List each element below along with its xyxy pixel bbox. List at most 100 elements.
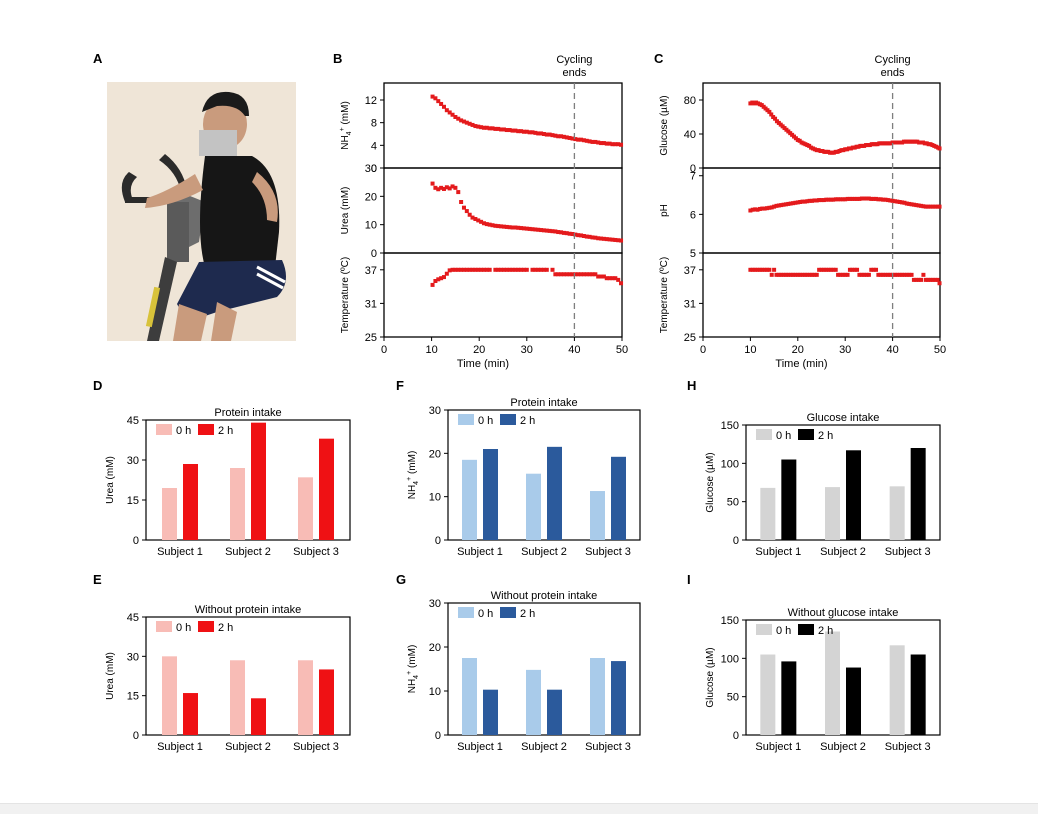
- data-point: [496, 126, 501, 131]
- data-point: [464, 120, 469, 125]
- data-point: [476, 218, 481, 223]
- bar: [547, 446, 562, 540]
- data-point: [619, 281, 624, 286]
- x-category-label: Subject 1: [755, 546, 801, 558]
- data-point: [516, 225, 521, 230]
- data-point: [909, 202, 914, 207]
- data-point: [541, 267, 546, 272]
- data-point: [561, 272, 566, 277]
- data-point: [453, 185, 458, 190]
- data-point: [847, 196, 852, 201]
- data-point: [864, 272, 869, 277]
- data-point: [772, 204, 777, 209]
- data-point: [855, 196, 860, 201]
- data-point: [550, 229, 555, 234]
- data-point: [802, 199, 807, 204]
- bar: [319, 438, 334, 540]
- data-point: [513, 225, 518, 230]
- data-point: [791, 272, 796, 277]
- data-point: [541, 132, 546, 136]
- y-tick-label: 7: [690, 171, 696, 183]
- data-point: [760, 206, 765, 211]
- y-tick-label: 100: [721, 653, 739, 665]
- data-point: [587, 139, 592, 144]
- data-point: [831, 267, 836, 272]
- data-point: [869, 196, 874, 201]
- legend-swatch: [198, 424, 214, 435]
- data-point: [774, 203, 779, 208]
- y-tick-label: 20: [365, 191, 377, 203]
- data-point: [781, 272, 786, 277]
- data-point: [524, 129, 529, 134]
- y-tick-label: 40: [684, 129, 696, 141]
- bar: [162, 488, 177, 540]
- data-point: [501, 224, 506, 229]
- data-point: [607, 237, 612, 242]
- data-point: [914, 203, 919, 208]
- bar: [846, 667, 861, 735]
- data-point: [769, 112, 774, 117]
- data-point: [504, 128, 509, 133]
- data-point: [527, 226, 532, 231]
- data-point: [831, 197, 836, 202]
- data-point: [800, 199, 805, 204]
- data-point: [826, 197, 831, 202]
- data-point: [755, 207, 760, 212]
- data-point: [581, 138, 586, 143]
- data-point: [596, 274, 601, 279]
- data-point: [836, 272, 841, 277]
- data-point: [855, 267, 860, 272]
- data-point: [481, 125, 486, 130]
- data-point: [750, 207, 755, 212]
- x-tick-label: 20: [792, 344, 804, 356]
- data-point: [748, 208, 753, 213]
- data-point: [757, 267, 762, 272]
- data-point: [888, 272, 893, 277]
- data-point: [601, 236, 606, 241]
- legend-label: 2 h: [818, 625, 833, 637]
- data-point: [507, 267, 512, 272]
- x-category-label: Subject 1: [457, 741, 503, 753]
- data-point: [504, 267, 509, 272]
- data-point: [564, 231, 569, 236]
- data-point: [798, 200, 803, 204]
- data-point: [937, 204, 942, 209]
- data-point: [481, 267, 486, 272]
- data-point: [599, 141, 604, 146]
- data-point: [866, 196, 871, 201]
- data-point: [883, 272, 888, 277]
- data-point: [902, 272, 907, 277]
- y-axis-label: NH4+ (mM): [406, 451, 420, 500]
- y-tick-label: 0: [690, 163, 696, 175]
- bar: [825, 631, 840, 735]
- data-point: [487, 222, 492, 227]
- data-point: [904, 272, 909, 277]
- data-point: [772, 267, 777, 272]
- data-point: [874, 267, 879, 272]
- y-axis-label: Temperature (ºC): [340, 257, 351, 333]
- data-point: [604, 141, 609, 146]
- data-point: [493, 267, 498, 272]
- data-point: [852, 196, 857, 201]
- data-point: [845, 196, 850, 201]
- data-point: [564, 272, 569, 277]
- bar: [483, 689, 498, 735]
- data-point: [828, 267, 833, 272]
- data-point: [513, 267, 518, 272]
- panel-g-chart: Without protein intake 0 10 20 30 NH4+ (mM) Su…: [406, 590, 641, 753]
- bar: [483, 449, 498, 540]
- data-point: [885, 272, 890, 277]
- data-point: [447, 186, 452, 191]
- data-point: [561, 230, 566, 235]
- x-tick-label: 40: [568, 344, 580, 356]
- y-axis-label: Glucose (µM): [705, 452, 716, 512]
- data-point: [587, 272, 592, 277]
- y-tick-label: 45: [127, 415, 139, 427]
- data-point: [814, 272, 819, 277]
- data-point: [539, 267, 544, 272]
- data-point: [798, 272, 803, 277]
- data-point: [473, 124, 478, 129]
- bottom-strip: [0, 803, 1038, 814]
- legend-swatch: [798, 624, 814, 635]
- data-point: [433, 185, 438, 190]
